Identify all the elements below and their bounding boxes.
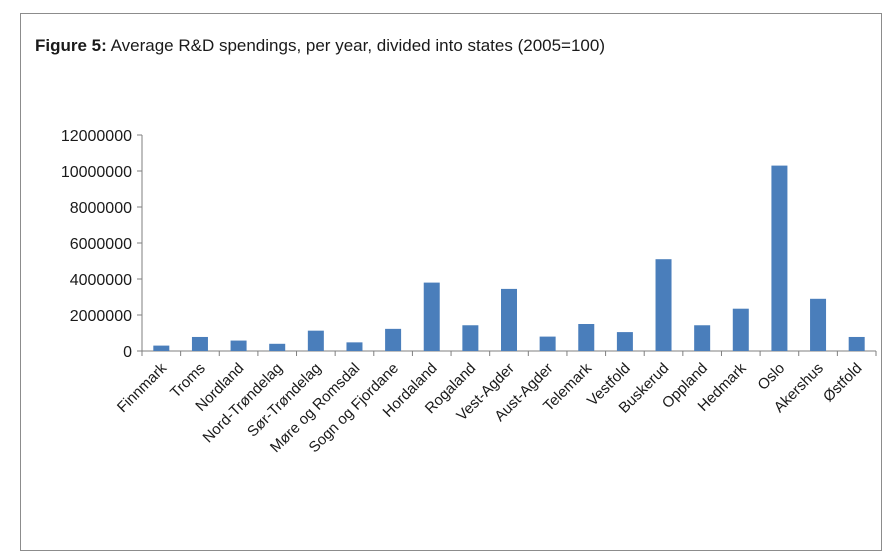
y-tick-label: 12000000 (61, 128, 132, 145)
y-tick-label: 2000000 (70, 308, 132, 325)
bar (732, 308, 749, 351)
figure-caption: Figure 5: Average R&D spendings, per yea… (35, 36, 605, 56)
bar (462, 325, 479, 351)
bar (346, 342, 363, 351)
figure-frame: Figure 5: Average R&D spendings, per yea… (20, 13, 882, 551)
y-tick-label: 6000000 (70, 236, 132, 253)
y-tick-label: 8000000 (70, 200, 132, 217)
bar (848, 336, 865, 351)
bar (655, 259, 672, 351)
bar (771, 165, 788, 351)
bar (810, 298, 827, 351)
bar (230, 340, 247, 351)
x-category-label: Oslo (754, 360, 788, 394)
x-category-label: Finnmark (114, 359, 171, 416)
bar (153, 345, 170, 351)
bar (539, 336, 556, 351)
bar (501, 288, 517, 351)
y-tick-label: 0 (123, 344, 132, 361)
x-category-label: Østfold (820, 360, 866, 406)
bar (423, 282, 440, 351)
bar (616, 332, 633, 351)
caption-label: Figure 5: (35, 36, 107, 55)
bar (269, 343, 286, 351)
bar (578, 324, 595, 351)
bar (191, 336, 208, 351)
bar (385, 328, 402, 351)
y-tick-label: 10000000 (61, 164, 132, 181)
bar (307, 330, 324, 351)
bar (694, 325, 711, 351)
caption-text: Average R&D spendings, per year, divided… (110, 36, 606, 55)
y-tick-label: 4000000 (70, 272, 132, 289)
